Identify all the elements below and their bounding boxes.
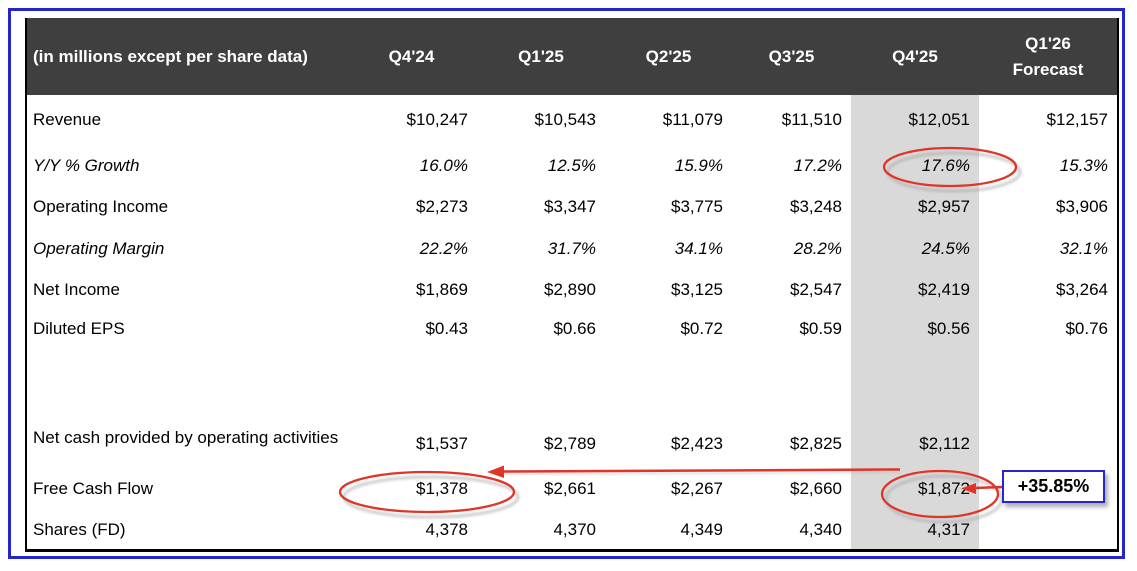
cell: 12.5%	[547, 155, 596, 175]
table-row: Net Income $1,869 $2,890 $3,125 $2,547 $2,419…	[26, 269, 1118, 310]
cell: 22.2%	[419, 238, 468, 258]
cell: $1,537	[416, 434, 468, 453]
row-label: Net cash provided by operating activitie…	[33, 428, 339, 447]
cell: $0.56	[851, 310, 979, 348]
cell: 4,340	[799, 520, 842, 540]
column-header: Q4'25	[851, 18, 979, 95]
cell: $11,510	[781, 110, 842, 129]
financial-table: (in millions except per share data) Q4'2…	[25, 18, 1119, 552]
table-row: Operating Margin 22.2% 31.7% 34.1% 28.2% 24.5…	[26, 228, 1118, 269]
cell	[346, 348, 477, 390]
cell: $2,419	[851, 269, 979, 310]
table-unit-note: (in millions except per share data)	[26, 18, 346, 95]
cell: $2,547	[790, 279, 842, 299]
cell	[979, 512, 1118, 550]
table-row: Net cash provided by operating activitie…	[26, 390, 1118, 466]
column-header: Q3'25	[732, 18, 851, 95]
table-row: Diluted EPS $0.43 $0.66 $0.72 $0.59 $0.56 $0.7…	[26, 310, 1118, 348]
row-label: Operating Income	[33, 197, 169, 216]
table-row: Shares (FD) 4,378 4,370 4,349 4,340 4,317	[26, 512, 1118, 550]
cell: $2,267	[671, 479, 723, 498]
cell: $0.43	[425, 319, 468, 338]
cell: $12,051	[851, 95, 979, 145]
cell: $11,079	[662, 110, 723, 129]
cell: 17.6%	[851, 145, 979, 186]
outer-frame: (in millions except per share data) Q4'2…	[8, 8, 1125, 559]
cell: $2,957	[851, 186, 979, 228]
cell: $2,112	[851, 390, 979, 466]
cell: $3,775	[671, 197, 723, 216]
header-row: (in millions except per share data) Q4'2…	[26, 18, 1118, 95]
cell: $0.59	[799, 319, 842, 338]
cell: $3,248	[790, 197, 842, 216]
cell: $10,543	[534, 110, 596, 129]
row-label: Y/Y % Growth	[33, 155, 140, 175]
cell: 4,349	[680, 520, 723, 540]
row-label: Revenue	[33, 110, 102, 129]
cell: $2,661	[544, 479, 596, 498]
column-header: Q2'25	[605, 18, 732, 95]
cell: 15.3%	[1059, 155, 1108, 175]
cell: 32.1%	[1059, 238, 1108, 258]
callout-label: +35.85%	[1017, 476, 1090, 496]
cell: 34.1%	[674, 238, 723, 258]
cell: $3,125	[671, 279, 723, 299]
cell: 15.9%	[674, 155, 723, 175]
cell: $3,906	[1056, 197, 1108, 216]
row-label: Diluted EPS	[33, 319, 125, 338]
cell: $0.72	[680, 319, 723, 338]
table-body: Revenue $10,247 $10,543 $11,079 $11,510 $12,0…	[26, 95, 1118, 550]
cell: $0.76	[1065, 319, 1108, 338]
cell: $2,273	[416, 197, 468, 216]
column-header: Q1'25	[477, 18, 605, 95]
column-header: Q1'26 Forecast	[979, 18, 1118, 95]
cell	[732, 348, 851, 390]
cell: 17.2%	[793, 155, 842, 175]
cell: $3,264	[1056, 279, 1108, 299]
table-row: Free Cash Flow $1,378 $2,661 $2,267 $2,660 $1…	[26, 466, 1118, 512]
spacer-row	[26, 348, 1118, 390]
cell: 4,370	[553, 520, 596, 540]
column-header: Q4'24	[346, 18, 477, 95]
row-label: Net Income	[33, 279, 120, 299]
row-label	[26, 348, 346, 390]
cell: $2,423	[671, 434, 723, 453]
cell: $2,825	[790, 434, 842, 453]
row-label: Shares (FD)	[33, 520, 126, 540]
cell	[851, 348, 979, 390]
cell: $10,247	[406, 110, 468, 129]
cell	[979, 390, 1118, 466]
cell: 4,378	[425, 520, 468, 540]
table-row: Y/Y % Growth 16.0% 12.5% 15.9% 17.2% 17.6% 15.…	[26, 145, 1118, 186]
table-row: Operating Income $2,273 $3,347 $3,775 $3,248…	[26, 186, 1118, 228]
row-label: Free Cash Flow	[33, 479, 153, 498]
cell: $2,660	[790, 479, 842, 498]
cell	[477, 348, 605, 390]
table-row: Revenue $10,247 $10,543 $11,079 $11,510 $12,0…	[26, 95, 1118, 145]
cell	[979, 348, 1118, 390]
cell: 24.5%	[851, 228, 979, 269]
callout-box: +35.85%	[1002, 470, 1105, 503]
cell: 31.7%	[547, 238, 596, 258]
cell: $0.66	[553, 319, 596, 338]
cell: $1,872	[851, 466, 979, 512]
cell: 16.0%	[419, 155, 468, 175]
cell: 4,317	[851, 512, 979, 550]
cell: 28.2%	[793, 238, 842, 258]
row-label: Operating Margin	[33, 238, 165, 258]
cell: $1,869	[416, 279, 468, 299]
cell: $2,890	[544, 279, 596, 299]
cell	[605, 348, 732, 390]
cell: $12,157	[1046, 110, 1108, 129]
cell: $3,347	[544, 197, 596, 216]
cell: $2,789	[544, 434, 596, 453]
cell: $1,378	[416, 479, 468, 498]
